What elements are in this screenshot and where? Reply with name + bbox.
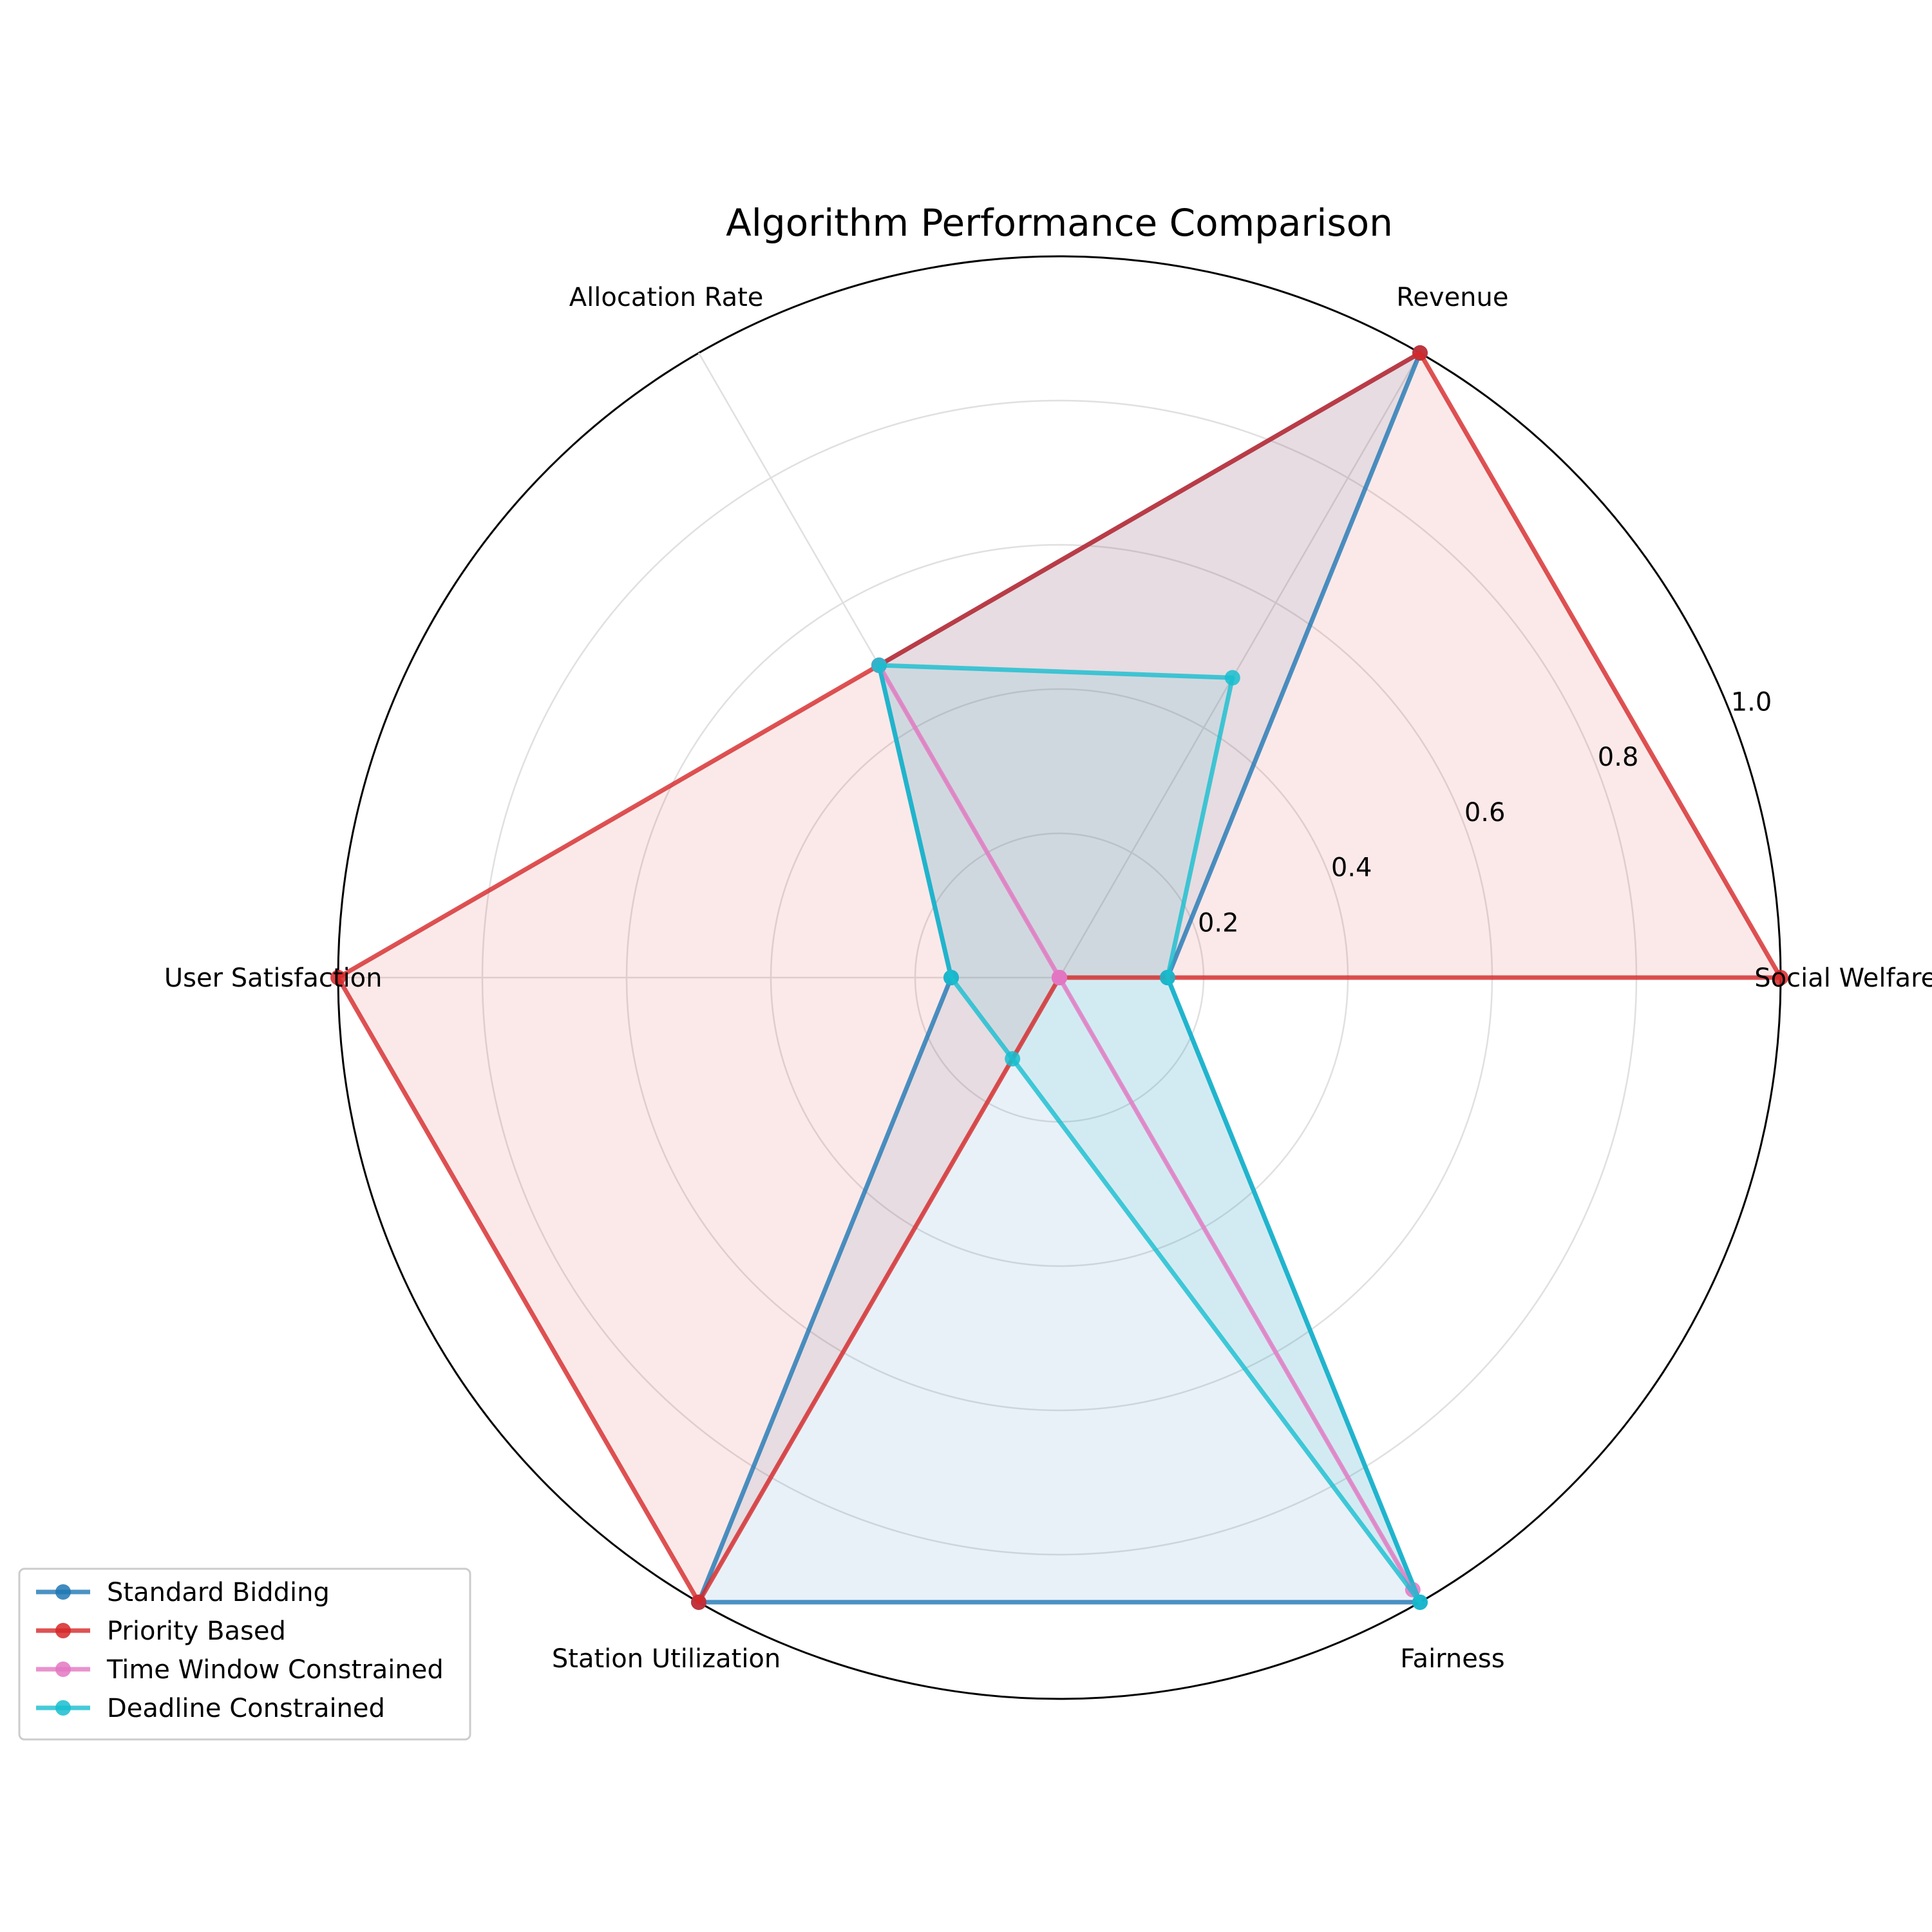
legend-label: Standard Bidding bbox=[107, 1578, 330, 1607]
series-point bbox=[330, 970, 346, 985]
axis-label: Station Utilization bbox=[552, 1644, 781, 1674]
axis-label: Allocation Rate bbox=[569, 283, 764, 312]
radial-tick-label: 0.8 bbox=[1598, 743, 1639, 772]
radial-tick-label: 1.0 bbox=[1731, 687, 1772, 717]
legend: Standard Bidding Priority Based Time Windo… bbox=[18, 1567, 471, 1741]
legend-label: Time Window Constrained bbox=[106, 1655, 444, 1685]
radial-tick-label: 0.4 bbox=[1331, 853, 1372, 883]
axis-label: Fairness bbox=[1400, 1644, 1504, 1674]
legend-marker bbox=[55, 1584, 71, 1600]
series-point bbox=[943, 970, 959, 985]
axis-labels: 0.2 0.4 0.6 0.8 1.0 Social Welfare Revenue Allo… bbox=[164, 283, 1932, 1674]
radial-tick-label: 0.2 bbox=[1198, 908, 1239, 938]
axis-label: User Satisfaction bbox=[164, 963, 383, 993]
series-point bbox=[1005, 1051, 1021, 1067]
legend-marker bbox=[55, 1662, 71, 1677]
series-point bbox=[1412, 345, 1428, 361]
series-point bbox=[1412, 1594, 1428, 1610]
chart-title: Algorithm Performance Comparison bbox=[726, 201, 1393, 245]
series-point bbox=[1160, 970, 1175, 985]
series-point bbox=[871, 658, 887, 674]
series-point bbox=[691, 1594, 706, 1610]
series-point bbox=[1773, 970, 1788, 985]
axis-label: Revenue bbox=[1396, 283, 1508, 312]
radar-spoke bbox=[1058, 352, 1421, 978]
axis-label: Social Welfare bbox=[1754, 963, 1932, 993]
radar-series bbox=[330, 345, 1788, 1610]
legend-frame bbox=[18, 1567, 471, 1741]
legend-marker bbox=[55, 1700, 71, 1716]
series-point bbox=[1052, 970, 1067, 985]
legend-marker bbox=[55, 1623, 71, 1638]
legend-label: Priority Based bbox=[107, 1616, 286, 1646]
radial-tick-label: 0.6 bbox=[1464, 798, 1506, 828]
legend-label: Deadline Constrained bbox=[107, 1694, 385, 1723]
series-point bbox=[1224, 670, 1240, 686]
